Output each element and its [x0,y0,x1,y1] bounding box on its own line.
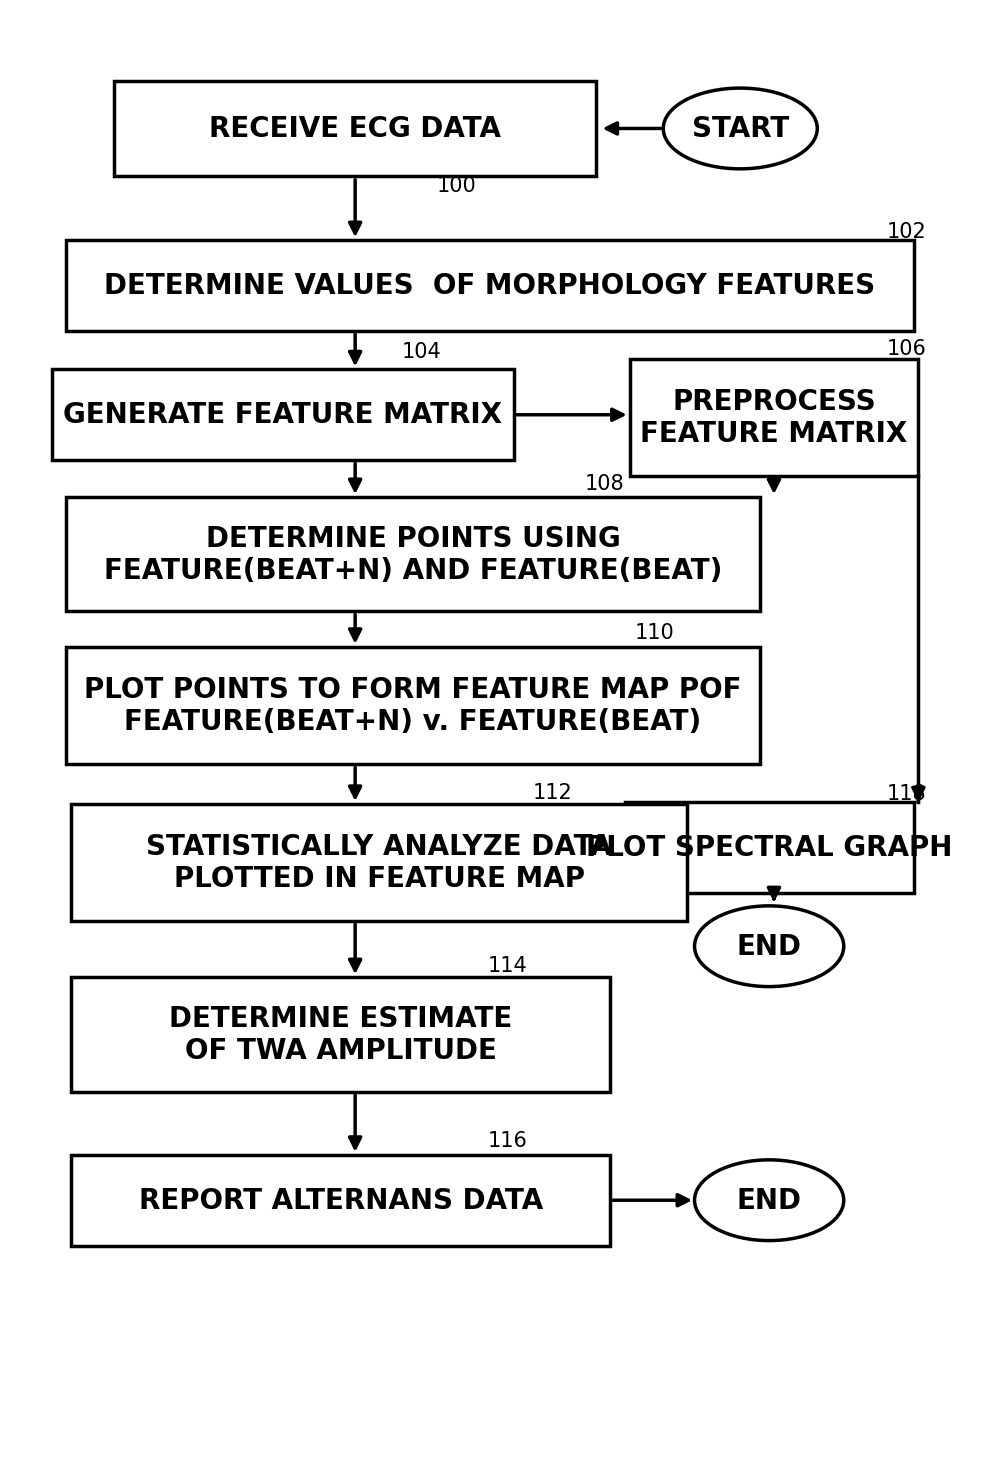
Text: REPORT ALTERNANS DATA: REPORT ALTERNANS DATA [138,1187,543,1215]
Text: DETERMINE ESTIMATE
OF TWA AMPLITUDE: DETERMINE ESTIMATE OF TWA AMPLITUDE [169,1004,512,1064]
Text: 116: 116 [488,1131,528,1150]
FancyBboxPatch shape [624,803,913,893]
FancyBboxPatch shape [115,81,596,177]
Ellipse shape [663,89,817,170]
FancyBboxPatch shape [71,1154,610,1246]
Text: 110: 110 [634,623,673,642]
Text: DETERMINE VALUES  OF MORPHOLOGY FEATURES: DETERMINE VALUES OF MORPHOLOGY FEATURES [105,272,875,300]
Text: 118: 118 [886,784,925,804]
FancyBboxPatch shape [67,497,759,611]
FancyBboxPatch shape [71,977,610,1092]
Ellipse shape [694,1160,844,1241]
Text: PREPROCESS
FEATURE MATRIX: PREPROCESS FEATURE MATRIX [640,388,907,449]
Text: PLOT POINTS TO FORM FEATURE MAP POF
FEATURE(BEAT+N) v. FEATURE(BEAT): PLOT POINTS TO FORM FEATURE MAP POF FEAT… [84,676,741,737]
Text: STATISTICALLY ANALYZE DATA
PLOTTED IN FEATURE MAP: STATISTICALLY ANALYZE DATA PLOTTED IN FE… [146,832,612,893]
FancyBboxPatch shape [71,804,687,921]
Text: 114: 114 [488,955,528,976]
FancyBboxPatch shape [67,241,913,332]
Ellipse shape [694,906,844,987]
FancyBboxPatch shape [52,369,514,461]
Text: START: START [691,115,789,143]
Text: DETERMINE POINTS USING
FEATURE(BEAT+N) AND FEATURE(BEAT): DETERMINE POINTS USING FEATURE(BEAT+N) A… [104,524,722,584]
Text: 100: 100 [437,176,476,196]
Text: END: END [736,933,801,961]
Text: 106: 106 [886,339,926,359]
Text: RECEIVE ECG DATA: RECEIVE ECG DATA [209,115,501,143]
Text: 104: 104 [401,342,441,362]
FancyBboxPatch shape [629,359,918,477]
Text: END: END [736,1187,801,1215]
FancyBboxPatch shape [67,646,759,765]
Text: GENERATE FEATURE MATRIX: GENERATE FEATURE MATRIX [64,401,502,430]
Text: PLOT SPECTRAL GRAPH: PLOT SPECTRAL GRAPH [586,834,952,862]
Text: 108: 108 [584,474,623,494]
Text: 102: 102 [886,221,926,242]
Text: 112: 112 [532,782,572,803]
